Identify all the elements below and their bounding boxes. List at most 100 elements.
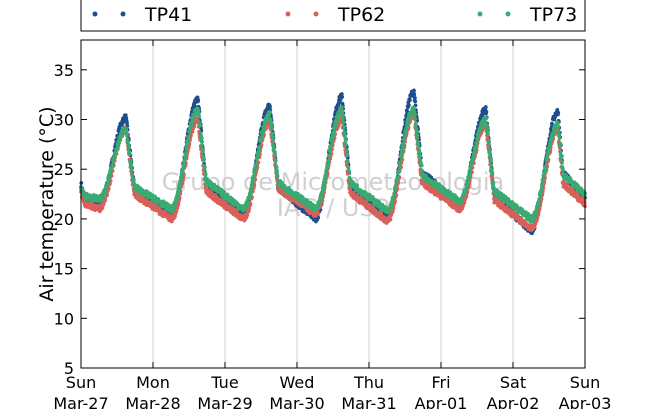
data-point — [115, 145, 120, 150]
data-point — [346, 165, 351, 170]
data-point — [273, 159, 278, 164]
data-point — [343, 136, 348, 141]
data-point — [252, 174, 256, 179]
data-point — [556, 121, 560, 126]
x-tick-day-label: Mon — [136, 373, 170, 392]
data-point — [535, 216, 540, 221]
data-point — [536, 202, 541, 207]
data-point — [343, 133, 347, 138]
data-point — [490, 176, 494, 181]
data-point — [192, 124, 197, 129]
data-point — [490, 171, 495, 176]
data-point — [407, 97, 412, 102]
data-point — [484, 109, 489, 114]
data-point — [111, 158, 116, 163]
data-point — [180, 169, 185, 174]
data-point — [413, 96, 417, 100]
data-point — [388, 217, 393, 222]
data-point — [540, 182, 545, 187]
data-point — [203, 170, 208, 175]
data-point — [188, 126, 193, 131]
data-point — [415, 133, 420, 137]
data-point — [417, 148, 422, 153]
data-point — [184, 147, 189, 152]
data-point — [107, 175, 112, 179]
data-point — [406, 119, 411, 124]
data-point — [344, 148, 349, 153]
legend-box — [80, 0, 586, 32]
x-tick-date-label: Mar-31 — [341, 394, 396, 409]
data-point — [246, 201, 250, 205]
plot-frame — [80, 39, 586, 369]
data-point — [419, 163, 424, 168]
series-TP73 — [79, 105, 587, 224]
data-points — [79, 88, 587, 236]
data-point — [177, 188, 181, 193]
data-point — [424, 173, 428, 178]
data-point — [546, 149, 551, 154]
data-point — [175, 206, 180, 210]
data-point — [389, 204, 394, 209]
data-point — [556, 124, 561, 129]
data-point — [129, 165, 134, 170]
data-point — [131, 176, 136, 181]
data-point — [485, 126, 490, 131]
data-point — [101, 195, 105, 200]
data-point — [345, 159, 350, 164]
data-point — [126, 139, 130, 144]
data-point — [338, 97, 343, 102]
data-point — [347, 169, 351, 174]
data-point — [188, 130, 192, 134]
data-point — [397, 163, 402, 168]
data-point — [321, 185, 326, 190]
y-tick-label: 5 — [64, 359, 74, 378]
data-point — [394, 182, 399, 187]
data-point — [178, 184, 182, 189]
data-point — [402, 138, 407, 142]
data-point — [113, 152, 118, 157]
data-point — [541, 178, 546, 183]
legend-label: TP62 — [337, 4, 385, 26]
data-point — [268, 109, 272, 114]
data-point — [484, 116, 488, 121]
data-point — [414, 129, 419, 134]
data-point — [401, 141, 406, 146]
data-point — [364, 200, 369, 205]
data-point — [320, 193, 324, 198]
legend-marker — [120, 11, 126, 17]
data-point — [400, 148, 405, 153]
data-point — [343, 139, 348, 144]
data-point — [331, 133, 336, 138]
data-point — [327, 154, 332, 159]
data-point — [341, 120, 346, 124]
data-point — [269, 125, 274, 130]
data-point — [129, 168, 134, 173]
data-point — [254, 162, 259, 167]
data-point — [556, 110, 561, 115]
data-point — [117, 141, 122, 145]
y-tick-label: 30 — [54, 111, 74, 130]
data-point — [124, 128, 129, 132]
x-tick-date-label: Mar-30 — [269, 394, 324, 409]
data-point — [486, 138, 491, 143]
data-point — [397, 168, 402, 173]
data-point — [532, 216, 537, 221]
data-point — [332, 129, 337, 133]
data-point — [415, 139, 420, 144]
x-tick-day-label: Sat — [500, 373, 526, 392]
data-point — [485, 123, 489, 128]
data-point — [125, 132, 129, 137]
data-point — [400, 152, 404, 156]
data-point — [189, 133, 193, 138]
data-point — [413, 116, 418, 121]
x-axis: SunMar-27MonMar-28TueMar-29WedMar-30ThuM… — [53, 40, 611, 409]
data-point — [461, 194, 466, 199]
legend-marker — [505, 11, 511, 17]
data-point — [183, 151, 188, 156]
data-point — [335, 116, 340, 121]
data-point — [197, 114, 202, 119]
data-point — [253, 165, 258, 170]
data-point — [271, 138, 276, 143]
